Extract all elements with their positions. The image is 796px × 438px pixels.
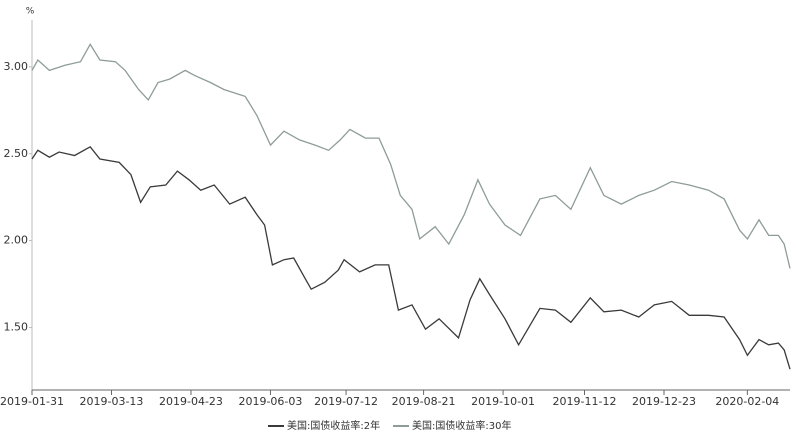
x-tick-label: 2019-04-23 xyxy=(159,395,223,408)
x-tick-label: 2020-02-04 xyxy=(715,395,779,408)
legend-label: 美国:国债收益率:2年 xyxy=(287,419,380,432)
y-tick-label: 2.00 xyxy=(4,234,29,247)
x-tick-label: 2019-06-03 xyxy=(238,395,302,408)
x-tick-label: 2019-10-01 xyxy=(471,395,535,408)
y-axis-label: % xyxy=(26,7,35,17)
y-tick-label: 3.00 xyxy=(4,60,29,73)
x-tick-label: 2019-08-21 xyxy=(392,395,456,408)
x-tick-label: 2019-03-13 xyxy=(80,395,144,408)
series-line xyxy=(31,145,791,370)
x-tick-label: 2019-07-12 xyxy=(314,395,378,408)
x-tick-label: 2019-12-23 xyxy=(632,395,696,408)
x-tick-label: 2019-11-12 xyxy=(553,395,617,408)
y-tick-label: 2.50 xyxy=(4,147,29,160)
y-tick-label: 1.50 xyxy=(4,320,29,333)
series-line xyxy=(31,43,791,269)
legend-label: 美国:国债收益率:30年 xyxy=(412,419,511,432)
x-tick-label: 2019-01-31 xyxy=(0,395,64,408)
